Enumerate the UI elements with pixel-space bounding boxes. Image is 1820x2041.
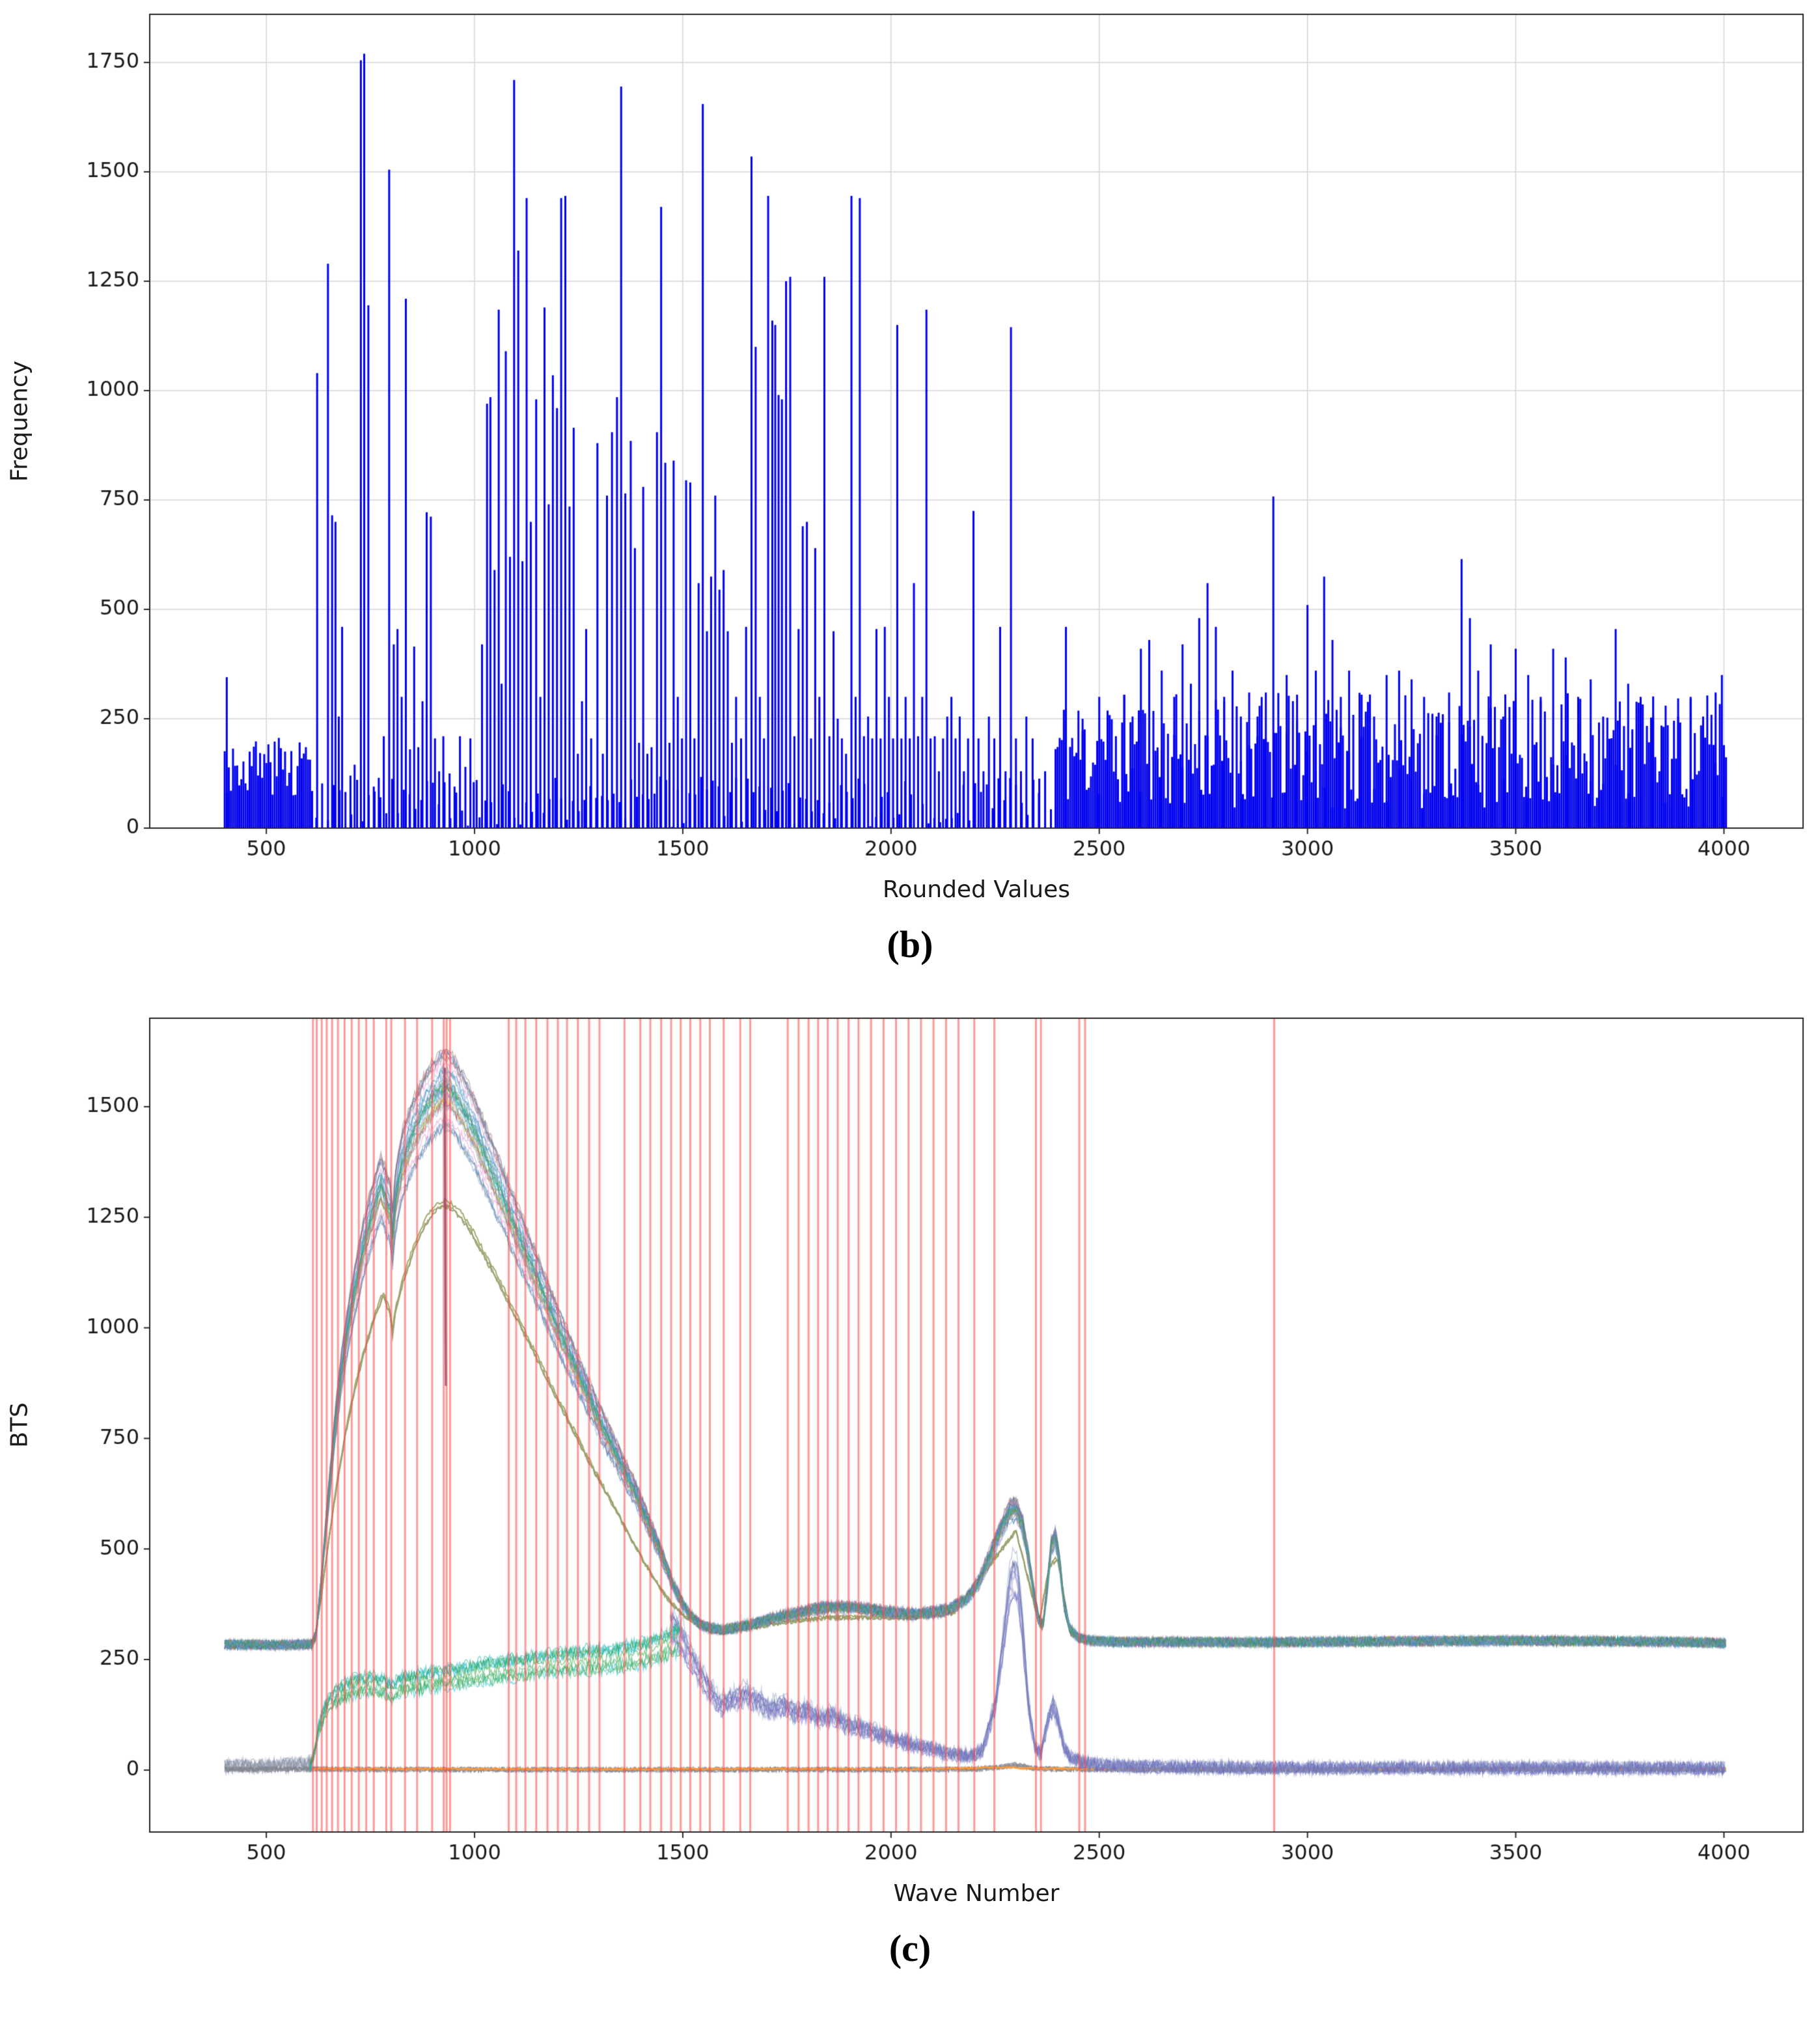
figure-c-plot-canvas [0, 1008, 1820, 1880]
figure-b-y-axis-label: Frequency [6, 361, 33, 482]
figure-c-y-axis-label: BTS [6, 1402, 33, 1448]
figure-c-caption-text: (c) [889, 1927, 931, 1969]
figure-c-x-axis-label: Wave Number [893, 1880, 1060, 1907]
figure-c-caption: (c) [0, 1926, 1820, 1970]
figure-b-plot-canvas [0, 4, 1820, 876]
figure-b: Frequency Rounded Values (b) [0, 4, 1820, 966]
figure-b-caption: (b) [0, 923, 1820, 966]
figure-c: BTS Wave Number (c) [0, 1008, 1820, 1970]
figure-b-x-axis-label: Rounded Values [883, 876, 1070, 903]
figure-b-caption-text: (b) [887, 923, 933, 965]
